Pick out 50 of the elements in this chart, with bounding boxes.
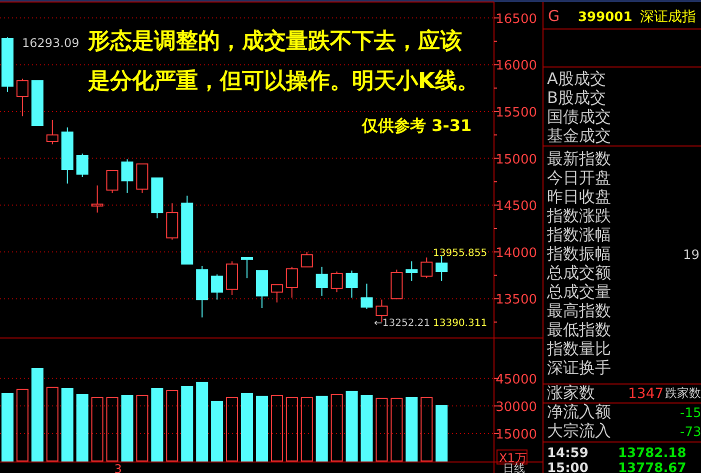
y-tick-label: 14500 <box>496 199 537 214</box>
y-tick-label: 15500 <box>496 106 537 121</box>
y-tick-label: 30000 <box>496 400 537 415</box>
text: 基金成交 <box>547 126 611 145</box>
x-tick-label: 3 <box>114 462 122 473</box>
text: 15:00 <box>547 461 588 473</box>
y-tick-label: 14000 <box>496 246 537 261</box>
text: 1347 <box>628 386 664 402</box>
text: 总成交额 <box>546 263 611 282</box>
text: B股成交 <box>547 88 606 107</box>
text: X1万 <box>499 451 527 465</box>
text: 19 <box>683 248 700 263</box>
text: -15 <box>680 406 701 421</box>
text: 大宗流入 <box>547 421 611 440</box>
text: -73 <box>680 425 701 440</box>
text: 14:59 <box>547 446 588 461</box>
text: 399001 <box>578 10 632 25</box>
text: G <box>548 7 560 25</box>
text: 最高指数 <box>547 301 611 320</box>
annotation: 仅供参考 3-31 <box>361 116 472 135</box>
annotation: ←13252.21 <box>374 318 430 329</box>
text: 净流入额 <box>547 402 611 421</box>
text: 今日开盘 <box>547 168 611 187</box>
text: 指数涨跌 <box>546 206 611 225</box>
text: 最低指数 <box>547 320 611 339</box>
y-tick-label: 16500 <box>496 12 537 27</box>
text: 指数振幅 <box>546 244 611 263</box>
text: 指数量比 <box>546 339 611 358</box>
text: 跌家数 <box>665 386 701 400</box>
y-tick-label: 16000 <box>496 58 537 74</box>
annotation: 是分化严重，但可以操作。明天小K线。 <box>87 69 480 94</box>
text: 总成交量 <box>546 282 611 301</box>
text: 指数涨幅 <box>546 225 611 244</box>
text: 涨家数 <box>547 383 595 402</box>
annotation: 13955.855 <box>433 248 488 259</box>
text: 深证换手 <box>547 358 611 377</box>
text: 昨日收盘 <box>547 187 611 206</box>
text: 13778.67 <box>618 461 686 473</box>
text: 13782.18 <box>618 446 686 461</box>
y-tick-label: 15000 <box>496 427 537 442</box>
y-tick-label: 15000 <box>496 152 537 168</box>
annotation: 16293.09 <box>22 36 80 50</box>
y-tick-label: 13500 <box>496 292 537 308</box>
text: A股成交 <box>547 69 606 88</box>
y-tick-label: 45000 <box>496 372 537 388</box>
text: 最新指数 <box>547 149 611 168</box>
annotation: 形态是调整的，成交量跌不下去，应该 <box>87 28 462 54</box>
text: 国债成交 <box>547 107 611 126</box>
text: 深证成指 <box>640 9 696 25</box>
annotation: 13390.311 <box>433 318 488 329</box>
